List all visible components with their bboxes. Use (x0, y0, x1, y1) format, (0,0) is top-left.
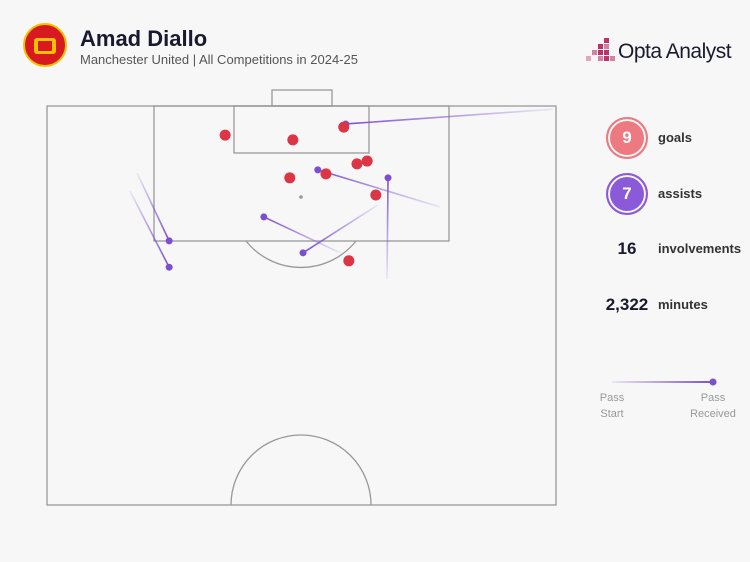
assist-pass (302, 204, 379, 254)
assist-receive (260, 213, 268, 221)
goal-shot (351, 158, 363, 170)
goal-shot (284, 172, 296, 184)
legend-line (612, 381, 713, 383)
assist-pass (136, 172, 170, 242)
stat-label: involvements (658, 241, 742, 256)
title: Amad Diallo (80, 26, 208, 51)
stat-value: 2,322 (605, 294, 649, 314)
legend-start: Pass Start (599, 392, 625, 420)
penalty-spot (299, 195, 303, 199)
legend-end: Pass Received (690, 392, 736, 420)
assist-receive (299, 249, 307, 257)
legend-dot (709, 378, 717, 386)
pitch (46, 89, 557, 506)
goal-shot (338, 121, 350, 133)
assist-receive (384, 174, 392, 182)
assist-pass (263, 216, 341, 254)
assist-pass (386, 177, 389, 280)
brand-name: Opta Analyst (618, 40, 732, 63)
goal-shot (343, 255, 355, 267)
assist-receive (314, 166, 322, 174)
stat-label: goals (658, 130, 692, 145)
goal-shot (219, 129, 231, 141)
assist-pass (317, 169, 441, 208)
brand-logo (586, 38, 615, 61)
stat-label: assists (658, 185, 703, 201)
goal-shot (287, 134, 299, 146)
stat-label: minutes (658, 296, 708, 312)
assist-pass (129, 190, 170, 268)
stat-value: 7 (622, 183, 632, 203)
goal-shot (361, 155, 373, 167)
stat-circle (606, 117, 648, 159)
goal-shot (320, 168, 332, 180)
stat-value: 16 (617, 239, 637, 258)
stat-circle (606, 172, 648, 215)
subtitle: Manchester United | All Competitions in … (80, 52, 358, 67)
assist-receive (165, 237, 173, 245)
club-crest (23, 23, 67, 67)
stat-value: 9 (622, 128, 632, 147)
goal-shot (370, 189, 382, 201)
assist-pass (345, 108, 554, 125)
assist-receive (165, 263, 173, 271)
